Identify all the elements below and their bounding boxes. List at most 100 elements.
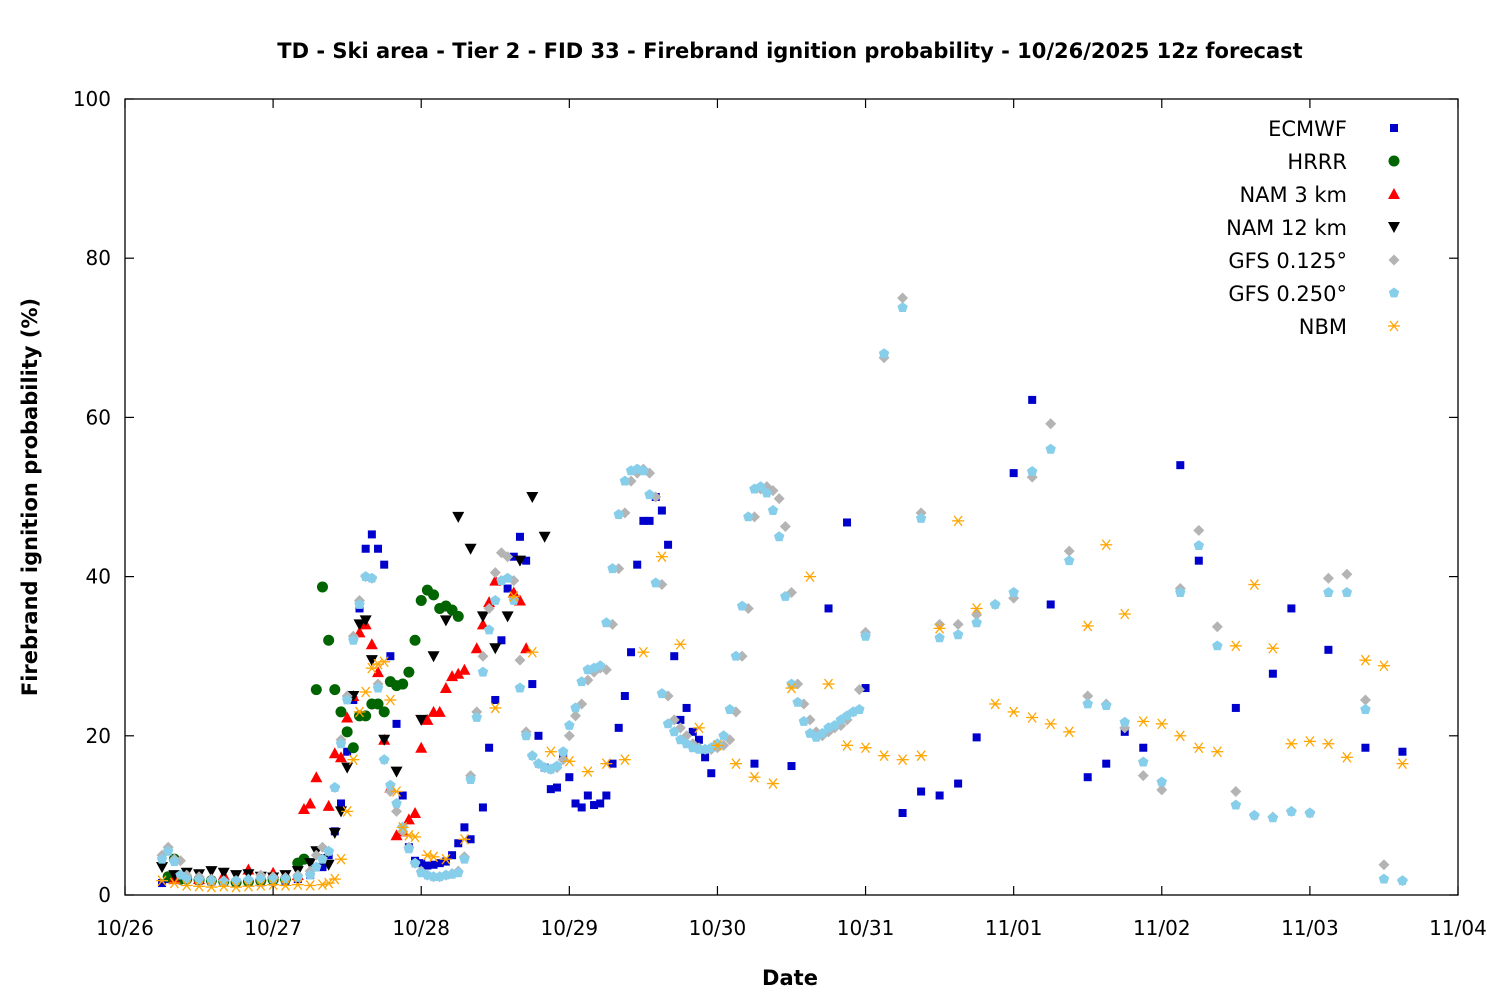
- data-point: [898, 809, 907, 818]
- data-point: [1102, 759, 1111, 768]
- data-point: [193, 880, 206, 892]
- data-point: [421, 713, 434, 725]
- data-point: [1322, 572, 1334, 584]
- x-tick-label: 10/28: [392, 916, 450, 940]
- data-point: [1229, 640, 1242, 652]
- data-point: [205, 866, 218, 878]
- data-point: [378, 706, 390, 718]
- data-point: [502, 551, 514, 563]
- data-point: [577, 803, 586, 812]
- data-point: [798, 716, 810, 726]
- series-gfs-0-250: [156, 302, 1408, 886]
- data-point: [1398, 747, 1407, 756]
- legend-label: GFS 0.125°: [1228, 249, 1347, 273]
- x-tick-label: 10/31: [837, 916, 895, 940]
- legend-label: NBM: [1299, 315, 1347, 339]
- data-point: [934, 632, 945, 643]
- data-point: [564, 720, 575, 730]
- data-point: [1323, 587, 1334, 597]
- data-point: [392, 719, 401, 728]
- data-point: [1230, 799, 1242, 810]
- data-point: [1156, 784, 1168, 796]
- data-point: [1119, 716, 1130, 727]
- data-point: [607, 563, 618, 574]
- data-point: [452, 511, 465, 523]
- data-point: [242, 880, 255, 892]
- data-point: [347, 754, 360, 766]
- data-point: [497, 636, 506, 645]
- legend-marker: [1388, 155, 1400, 167]
- data-point: [761, 487, 772, 498]
- data-point: [380, 560, 389, 569]
- series-gfs-0-125: [156, 292, 1408, 887]
- data-point: [1082, 698, 1093, 709]
- data-point: [439, 853, 452, 865]
- data-point: [310, 771, 323, 783]
- data-point: [638, 465, 649, 476]
- data-point: [1304, 807, 1316, 818]
- data-point: [1397, 875, 1408, 886]
- data-point: [915, 750, 928, 762]
- data-point: [787, 762, 796, 771]
- data-point: [1007, 706, 1020, 718]
- data-point: [551, 760, 563, 771]
- data-point: [841, 739, 854, 751]
- data-point: [403, 666, 415, 678]
- data-point: [343, 747, 352, 756]
- data-point: [822, 678, 835, 690]
- data-point: [329, 782, 341, 792]
- data-point: [1118, 608, 1131, 620]
- data-point: [386, 652, 395, 661]
- data-point: [491, 695, 500, 704]
- data-point: [656, 688, 668, 699]
- data-point: [1230, 786, 1242, 798]
- data-point: [546, 785, 555, 794]
- data-point: [328, 747, 341, 759]
- data-point: [503, 584, 512, 593]
- data-point: [773, 493, 785, 505]
- data-point: [415, 714, 428, 726]
- data-point: [402, 813, 415, 825]
- data-point: [729, 758, 742, 770]
- data-point: [372, 682, 384, 693]
- data-point: [409, 807, 422, 819]
- data-point: [1026, 466, 1038, 476]
- data-point: [509, 552, 518, 561]
- data-point: [627, 648, 636, 657]
- data-point: [1266, 642, 1279, 654]
- data-point: [1341, 568, 1353, 580]
- data-point: [156, 862, 169, 874]
- data-point: [470, 642, 483, 654]
- data-point: [583, 791, 592, 800]
- data-point: [427, 651, 440, 663]
- data-point: [348, 634, 359, 645]
- data-point: [460, 823, 469, 832]
- data-point: [403, 843, 415, 854]
- data-point: [1064, 555, 1075, 566]
- data-point: [471, 712, 482, 722]
- data-point: [397, 678, 409, 690]
- data-point: [230, 875, 242, 886]
- legend-marker: [1388, 222, 1400, 233]
- data-point: [861, 684, 870, 693]
- data-point: [304, 797, 317, 809]
- data-point: [415, 594, 427, 606]
- data-point: [730, 650, 742, 661]
- data-point: [1192, 742, 1205, 754]
- data-point: [429, 860, 438, 869]
- legend-marker: [1388, 188, 1400, 199]
- data-point: [670, 652, 679, 661]
- data-point: [1082, 690, 1094, 702]
- data-point: [1340, 751, 1353, 763]
- data-point: [843, 518, 852, 527]
- data-point: [1286, 805, 1297, 816]
- data-point: [773, 531, 785, 542]
- data-point: [409, 831, 422, 843]
- data-point: [557, 746, 569, 757]
- data-point: [513, 555, 526, 567]
- data-point: [323, 845, 334, 856]
- data-point: [701, 753, 710, 762]
- data-point: [1396, 758, 1409, 770]
- legend-label: HRRR: [1287, 150, 1347, 174]
- data-point: [538, 531, 551, 543]
